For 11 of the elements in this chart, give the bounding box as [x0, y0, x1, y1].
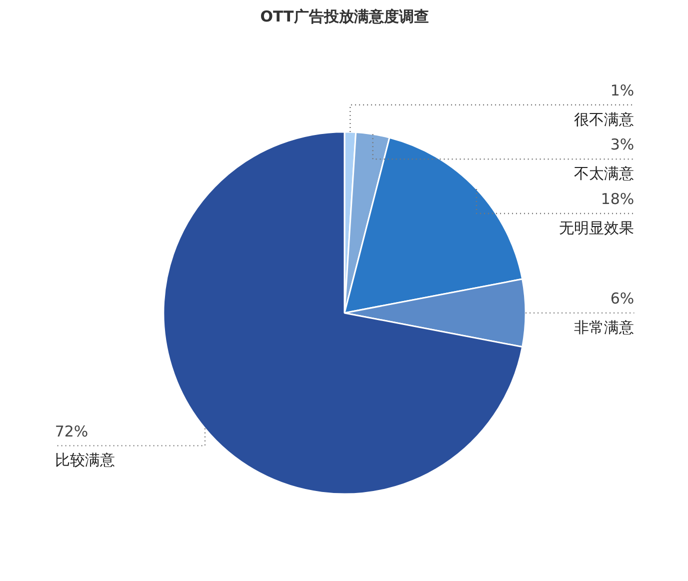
chart-title: OTT广告投放满意度调查 [260, 8, 429, 26]
data-label: 72% [54, 422, 88, 440]
data-label: 1% [610, 81, 634, 100]
slice-label: 比较满意 [54, 451, 115, 470]
slice-label: 不太满意 [574, 164, 634, 183]
slice-label: 无明显效果 [559, 218, 634, 237]
slice-label: 非常满意 [574, 318, 634, 336]
data-label: 18% [600, 190, 634, 208]
slice-label: 很不满意 [574, 110, 634, 128]
data-label: 3% [610, 136, 634, 154]
data-label: 6% [610, 290, 634, 308]
